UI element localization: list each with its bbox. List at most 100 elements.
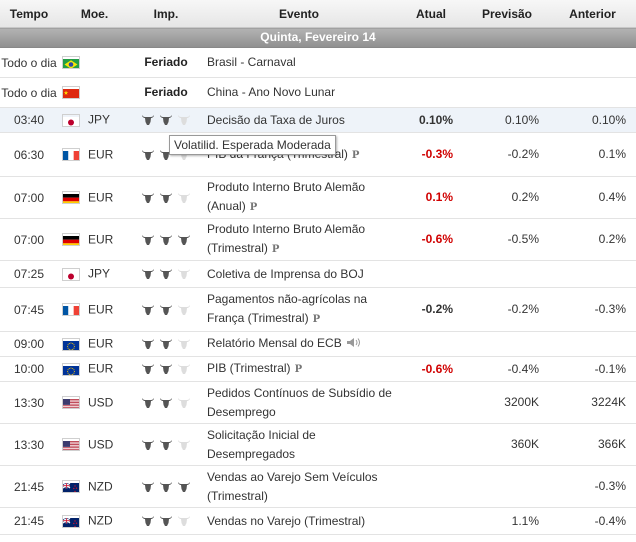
col-actual-header[interactable]: Atual — [397, 0, 465, 28]
event-title[interactable]: Solicitação Inicial de Desempregados — [207, 427, 316, 461]
event-previous: 366K — [549, 423, 636, 466]
event-actual — [397, 331, 465, 357]
flag-nz-icon — [62, 480, 80, 494]
event-row[interactable]: Todo o dia Feriado Brasil - Carnaval — [0, 47, 636, 78]
bull-icon — [157, 397, 175, 409]
preliminary-icon[interactable]: P — [312, 314, 321, 325]
event-title[interactable]: Vendas ao Varejo Sem Veículos (Trimestra… — [207, 469, 378, 503]
event-name[interactable]: PIB (Trimestral) P — [201, 356, 397, 382]
event-importance[interactable] — [131, 176, 201, 219]
col-previous-header[interactable]: Anterior — [549, 0, 636, 28]
event-previous: 0.2% — [549, 218, 636, 261]
event-importance[interactable] — [131, 260, 201, 288]
holiday-label: Feriado — [131, 47, 201, 78]
event-time: Todo o dia — [0, 47, 58, 78]
event-importance[interactable] — [131, 107, 201, 133]
flag-us-icon — [62, 396, 80, 410]
preliminary-icon[interactable]: P — [294, 364, 303, 375]
bull-icon — [175, 304, 193, 316]
bull-icon — [157, 114, 175, 126]
event-title[interactable]: Produto Interno Bruto Alemão (Anual) — [207, 180, 366, 213]
event-previous: 0.1% — [549, 132, 636, 177]
event-name[interactable]: Pagamentos não-agrícolas na França (Trim… — [201, 287, 397, 332]
event-time: 21:45 — [0, 507, 58, 535]
event-name[interactable]: Produto Interno Bruto Alemão (Anual) P — [201, 176, 397, 219]
event-row[interactable]: 07:00 EUR Produto Interno Bruto Alemão (Tr… — [0, 218, 636, 261]
event-currency — [58, 47, 131, 78]
event-title[interactable]: Vendas no Varejo (Trimestral) — [207, 513, 366, 528]
event-title[interactable]: Pedidos Contínuos de Subsídio de Desempr… — [207, 385, 392, 419]
preliminary-icon[interactable]: P — [249, 202, 258, 213]
bull-icon — [157, 268, 175, 280]
flag-eu-icon — [62, 337, 80, 351]
event-title[interactable]: China - Ano Novo Lunar — [207, 85, 336, 99]
event-name[interactable]: Vendas no Varejo (Trimestral) — [201, 507, 397, 535]
event-name[interactable]: Vendas ao Varejo Sem Veículos (Trimestra… — [201, 465, 397, 508]
bull-icon — [157, 234, 175, 246]
event-importance[interactable] — [131, 423, 201, 466]
event-title[interactable]: PIB (Trimestral) — [207, 361, 291, 375]
event-name[interactable]: Coletiva de Imprensa do BOJ — [201, 260, 397, 288]
col-time-header[interactable]: Tempo — [0, 0, 58, 28]
event-currency: EUR — [58, 356, 131, 382]
event-name[interactable]: China - Ano Novo Lunar — [201, 77, 397, 108]
event-importance[interactable] — [131, 356, 201, 382]
event-currency: JPY — [58, 260, 131, 288]
event-row[interactable]: Todo o dia Feriado China - Ano Novo Lunar — [0, 77, 636, 108]
event-importance[interactable] — [131, 218, 201, 261]
event-previous: -0.3% — [549, 287, 636, 332]
col-event-header[interactable]: Evento — [201, 0, 397, 28]
event-name[interactable]: Produto Interno Bruto Alemão (Trimestral… — [201, 218, 397, 261]
bull-icon — [157, 363, 175, 375]
event-title[interactable]: Brasil - Carnaval — [207, 55, 296, 69]
event-row[interactable]: 07:45 EUR Pagamentos não-agrícolas na Fran… — [0, 287, 636, 332]
flag-eu-icon — [62, 362, 80, 376]
currency-code: EUR — [88, 147, 114, 162]
event-name[interactable]: Relatório Mensal do ECB — [201, 331, 397, 357]
speech-icon[interactable] — [346, 335, 362, 354]
event-time: 06:30 — [0, 132, 58, 177]
event-row[interactable]: 09:00 EUR Relatório Mensal do ECB — [0, 331, 636, 357]
bull-icon — [139, 114, 157, 126]
currency-code: EUR — [88, 302, 114, 317]
event-row[interactable]: 10:00 EUR PIB (Trimestral) P -0.6% -0.4% -0.1% — [0, 356, 636, 382]
event-row[interactable]: 21:45 NZD Vendas no Varejo (Trimestral) 1.1… — [0, 507, 636, 535]
bull-icon — [139, 397, 157, 409]
currency-code: USD — [88, 395, 114, 410]
col-forecast-header[interactable]: Previsão — [465, 0, 549, 28]
event-row[interactable]: 07:25 JPY Coletiva de Imprensa do BOJ — [0, 260, 636, 288]
event-previous — [549, 331, 636, 357]
event-row[interactable]: 07:00 EUR Produto Interno Bruto Alemão (An… — [0, 176, 636, 219]
event-forecast — [465, 465, 549, 508]
event-name[interactable]: Brasil - Carnaval — [201, 47, 397, 78]
event-title[interactable]: Pagamentos não-agrícolas na França (Trim… — [207, 292, 368, 325]
event-importance[interactable] — [131, 507, 201, 535]
event-importance[interactable] — [131, 381, 201, 424]
col-importance-header[interactable]: Imp. — [131, 0, 201, 28]
event-name[interactable]: Decisão da Taxa de Juros — [201, 107, 397, 133]
event-row[interactable]: 03:40 JPY Decisão da Taxa de Juros 0.10% 0.1… — [0, 107, 636, 133]
bull-icon — [139, 149, 157, 161]
event-importance[interactable] — [131, 331, 201, 357]
event-title[interactable]: Produto Interno Bruto Alemão (Trimestral… — [207, 222, 366, 255]
event-previous — [549, 77, 636, 108]
col-currency-header[interactable]: Moe. — [58, 0, 131, 28]
event-name[interactable]: Pedidos Contínuos de Subsídio de Desempr… — [201, 381, 397, 424]
event-time: 09:00 — [0, 331, 58, 357]
event-title[interactable]: Relatório Mensal do ECB — [207, 336, 342, 351]
event-previous: -0.4% — [549, 507, 636, 535]
event-time: 13:30 — [0, 381, 58, 424]
event-title[interactable]: Coletiva de Imprensa do BOJ — [207, 266, 364, 281]
event-row[interactable]: 13:30 USD Pedidos Contínuos de Subsídio de… — [0, 381, 636, 424]
event-row[interactable]: 13:30 USD Solicitação Inicial de Desempreg… — [0, 423, 636, 466]
preliminary-icon[interactable]: P — [351, 149, 360, 161]
event-forecast: 1.1% — [465, 507, 549, 535]
preliminary-icon[interactable]: P — [271, 244, 280, 255]
event-name[interactable]: Solicitação Inicial de Desempregados — [201, 423, 397, 466]
event-row[interactable]: 21:45 NZD Vendas ao Varejo Sem Veículos (T… — [0, 465, 636, 508]
event-importance[interactable] — [131, 287, 201, 332]
event-title[interactable]: Decisão da Taxa de Juros — [207, 112, 345, 127]
event-importance[interactable] — [131, 465, 201, 508]
bull-icon — [157, 304, 175, 316]
